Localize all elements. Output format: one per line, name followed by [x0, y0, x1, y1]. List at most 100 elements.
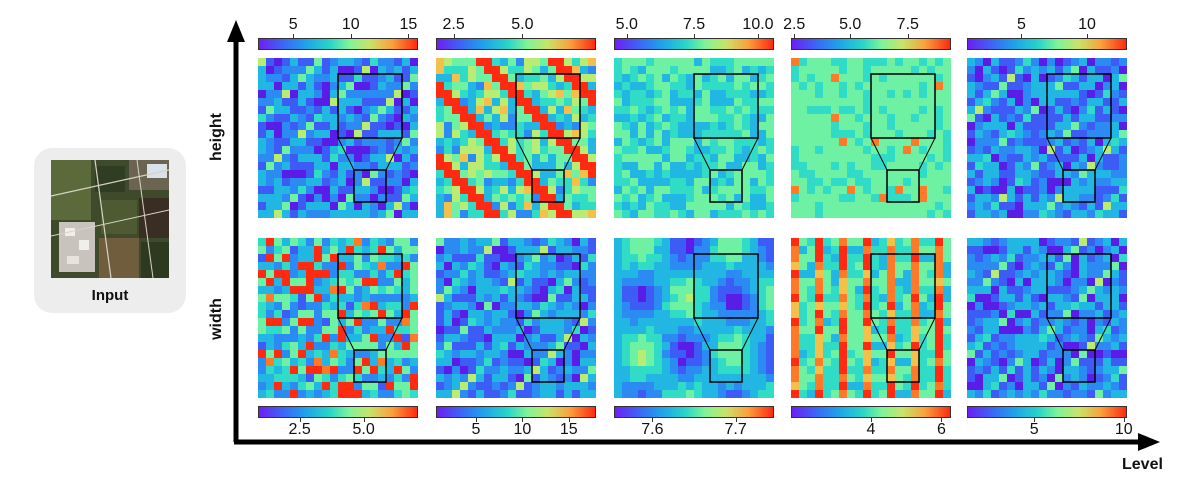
heatmap-width-5 [967, 238, 1127, 398]
heatmap-width-4 [791, 238, 951, 398]
zoom-box-small [531, 169, 565, 203]
zoom-connector [563, 317, 581, 351]
heatmap-height-4 [791, 58, 951, 218]
zoom-box-large [515, 73, 581, 139]
heatmap-width-2 [436, 238, 596, 398]
zoom-box-small [709, 349, 743, 383]
colorbar-tick-label: 7.7 [724, 421, 747, 438]
zoom-box-large [870, 253, 936, 319]
colorbar-tick [522, 418, 524, 422]
zoom-box-large [870, 73, 936, 139]
zoom-connector [1094, 317, 1112, 351]
colorbar-tick [293, 34, 295, 38]
heatmap-width-1 [258, 238, 418, 398]
colorbar-tick [907, 34, 909, 38]
colorbar-top-5 [967, 38, 1127, 50]
colorbar-tick-label: 15 [559, 421, 578, 438]
colorbar-tick [408, 34, 410, 38]
colorbar-tick [694, 34, 695, 38]
zoom-connector [515, 317, 533, 351]
colorbar-tick-label: 7.5 [896, 16, 919, 33]
zoom-connector [1094, 137, 1112, 171]
heatmap-height-5 [967, 58, 1127, 218]
colorbar-tick-label: 5 [1016, 16, 1026, 33]
colorbar-tick-label: 5 [288, 16, 298, 33]
colorbar-tick-label: 2.5 [442, 16, 465, 33]
heatmap-height-2 [436, 58, 596, 218]
colorbar-tick-label: 5.0 [615, 16, 638, 33]
colorbar-bottom-2 [436, 406, 596, 418]
zoom-connector [1046, 317, 1064, 351]
colorbar-tick-label: 10.0 [742, 16, 774, 33]
zoom-connector [870, 137, 888, 171]
colorbar-tick-label: 2.5 [783, 16, 806, 33]
zoom-box-small [353, 169, 387, 203]
colorbar-tick [1021, 34, 1023, 38]
colorbar-tick [299, 418, 301, 422]
zoom-connector [741, 137, 759, 171]
row-label-height: height [208, 113, 225, 161]
colorbar-tick-label: 7.6 [641, 421, 664, 438]
zoom-connector [385, 317, 403, 351]
colorbar-bottom-1 [258, 406, 418, 418]
colorbar-tick-label: 5 [471, 421, 481, 438]
colorbar-top-4 [791, 38, 951, 50]
x-axis-label: Level [1122, 456, 1163, 473]
colorbar-top-1 [258, 38, 418, 50]
colorbar-tick [735, 418, 737, 422]
y-axis-arrow-icon [227, 20, 245, 42]
zoom-box-small [709, 169, 743, 203]
colorbar-tick [522, 34, 524, 38]
zoom-connector [385, 137, 403, 171]
colorbar-tick-label: 6 [936, 421, 946, 438]
zoom-connector [337, 317, 355, 351]
colorbar-tick [453, 34, 455, 38]
zoom-connector [1046, 137, 1064, 171]
heatmap-height-3 [614, 58, 774, 218]
colorbar-tick-label: 15 [399, 16, 418, 33]
zoom-connector [918, 137, 936, 171]
colorbar-tick-label: 10 [341, 16, 360, 33]
colorbar-tick [568, 418, 570, 422]
zoom-box-large [515, 253, 581, 319]
zoom-box-small [886, 169, 920, 203]
zoom-connector [741, 317, 759, 351]
colorbar-tick [1123, 418, 1125, 422]
zoom-connector [563, 137, 581, 171]
zoom-connector [337, 137, 355, 171]
zoom-connector [870, 317, 888, 351]
colorbar-tick [941, 418, 943, 422]
zoom-box-small [531, 349, 565, 383]
x-axis-arrow-icon [1138, 433, 1160, 451]
zoom-connector [693, 137, 711, 171]
colorbar-top-2 [436, 38, 596, 50]
colorbar-tick [626, 34, 628, 38]
colorbar-tick-label: 5.0 [839, 16, 862, 33]
zoom-connector [515, 137, 533, 171]
colorbar-tick-label: 5.0 [511, 16, 534, 33]
colorbar-tick [1087, 34, 1088, 38]
input-label: Input [91, 287, 129, 304]
colorbar-tick [871, 418, 872, 422]
colorbar-tick-label: 7.5 [682, 16, 706, 33]
input-image [51, 160, 169, 278]
heatmap-width-3 [614, 238, 774, 398]
colorbar-tick [1034, 418, 1036, 422]
zoom-box-small [1062, 169, 1096, 203]
colorbar-tick [758, 34, 759, 38]
colorbar-tick-label: 5 [1029, 421, 1039, 438]
colorbar-tick-label: 2.5 [288, 421, 311, 438]
colorbar-top-3 [614, 38, 774, 50]
colorbar-tick-label: 4 [866, 421, 876, 438]
zoom-box-large [693, 73, 759, 139]
zoom-box-large [693, 253, 759, 319]
zoom-box-large [337, 253, 403, 319]
colorbar-tick-label: 10 [1114, 421, 1133, 438]
colorbar-bottom-3 [614, 406, 774, 418]
colorbar-bottom-4 [791, 406, 951, 418]
zoom-box-large [337, 73, 403, 139]
zoom-box-small [1062, 349, 1096, 383]
heatmap-height-1 [258, 58, 418, 218]
colorbar-tick [850, 34, 852, 38]
